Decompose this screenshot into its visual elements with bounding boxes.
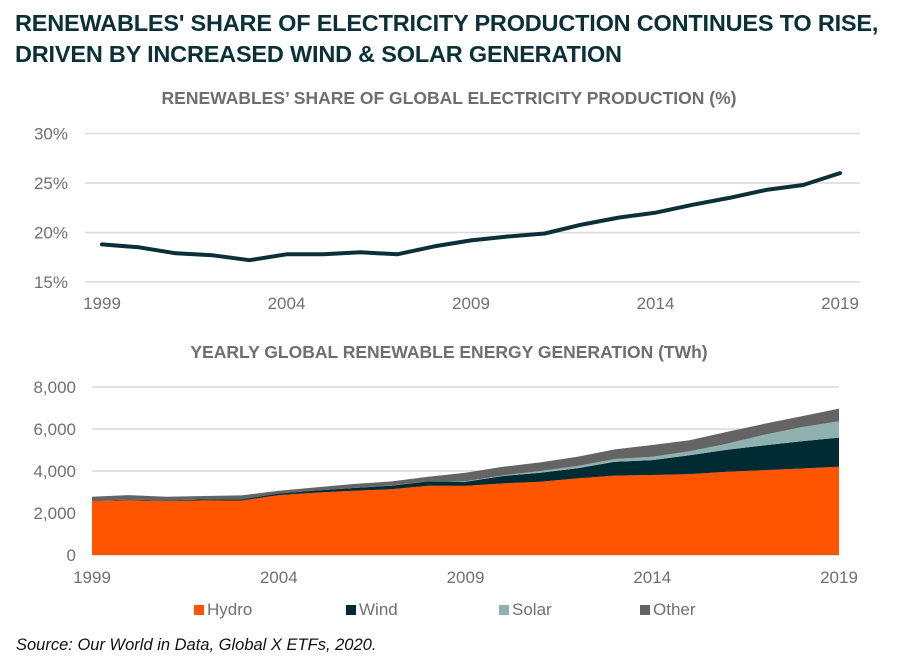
area-x-tick-label: 2004 [260, 568, 298, 587]
line-x-tick-label: 2019 [821, 294, 859, 313]
other-swatch [640, 605, 650, 615]
legend-item-wind: Wind [346, 600, 398, 620]
line-chart-title: RENEWABLES’ SHARE OF GLOBAL ELECTRICITY … [161, 88, 737, 108]
area-y-tick-label: 4,000 [33, 462, 76, 481]
hydro-swatch [194, 605, 204, 615]
line-x-tick-label: 2004 [268, 294, 306, 313]
line-y-tick-label: 30% [34, 125, 68, 144]
legend-label-hydro: Hydro [207, 600, 253, 619]
area-x-tick-label: 1999 [73, 568, 111, 587]
area-y-tick-label: 8,000 [33, 378, 76, 397]
line-chart: 15% 20% 25% 30% 1999 2004 2009 2014 2019 [34, 125, 860, 313]
area-y-tick-label: 0 [67, 546, 76, 565]
line-x-tick-label: 2009 [452, 294, 490, 313]
legend-item-solar: Solar [499, 600, 552, 620]
renewables-share-line [100, 171, 842, 263]
area-y-tick-label: 6,000 [33, 420, 76, 439]
wind-swatch [346, 605, 356, 615]
line-x-tick-label: 2014 [637, 294, 675, 313]
legend-item-hydro: Hydro [194, 600, 252, 620]
source-note: Source: Our World in Data, Global X ETFs… [16, 636, 377, 654]
line-x-tick-label: 1999 [83, 294, 121, 313]
legend-label-wind: Wind [359, 600, 398, 619]
line-y-tick-label: 20% [34, 224, 68, 243]
legend-label-solar: Solar [512, 600, 552, 619]
legend-label-other: Other [653, 600, 696, 619]
area-chart: 0 2,000 4,000 6,000 8,000 1999 2004 2009 2014 201… [33, 378, 857, 587]
area-x-tick-label: 2014 [633, 568, 671, 587]
area-chart-title: YEARLY GLOBAL RENEWABLE ENERGY GENERATIO… [190, 342, 708, 362]
area-x-tick-label: 2009 [447, 568, 485, 587]
headline: RENEWABLES' SHARE OF ELECTRICITY PRODUCT… [15, 10, 879, 67]
line-y-tick-label: 15% [34, 273, 68, 292]
area-hydro [92, 466, 839, 555]
solar-swatch [499, 605, 509, 615]
legend: Hydro Wind Solar Other [0, 600, 898, 624]
area-x-tick-label: 2019 [820, 568, 858, 587]
area-wind [92, 437, 839, 501]
line-y-tick-label: 25% [34, 174, 68, 193]
legend-item-other: Other [640, 600, 696, 620]
area-y-tick-label: 2,000 [33, 504, 76, 523]
